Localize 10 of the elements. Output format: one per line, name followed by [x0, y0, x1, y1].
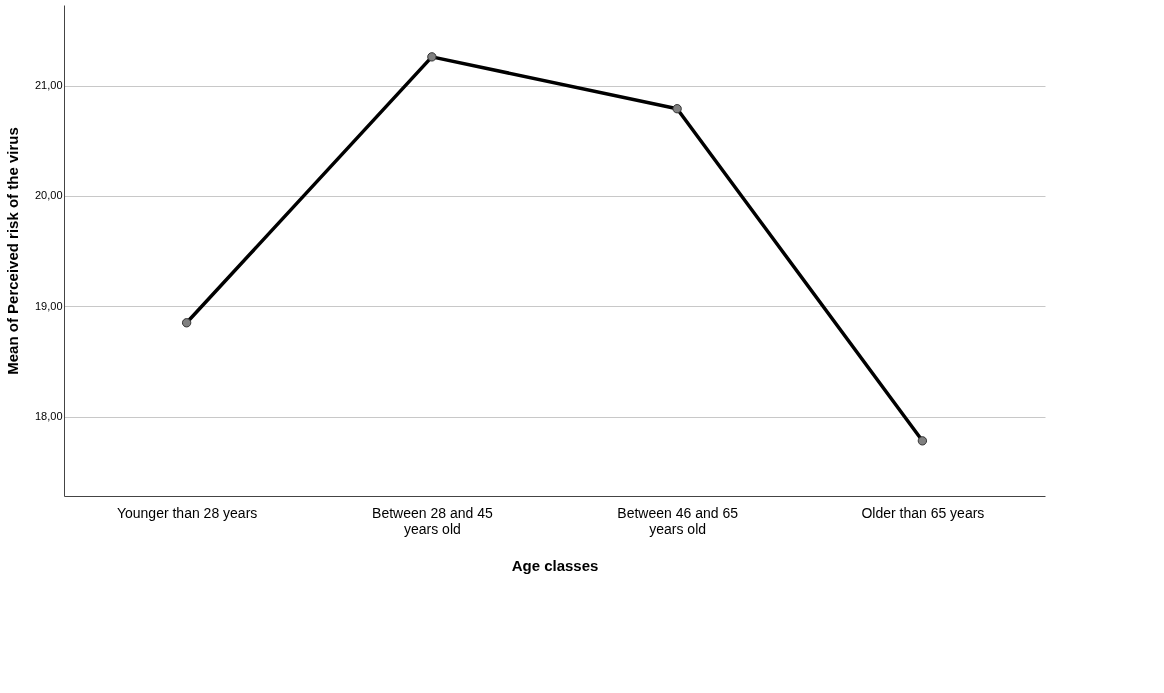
- x-axis-title: Age classes: [511, 556, 599, 574]
- y-tick-label: 21,00: [34, 79, 63, 92]
- y-axis-title: Mean of Perceived risk of the virus: [3, 127, 21, 375]
- y-tick-label: 20,00: [34, 189, 63, 202]
- x-tick-label: Younger than 28 years: [116, 504, 258, 521]
- y-tick-label: 19,00: [34, 299, 63, 312]
- y-tick-label: 18,00: [34, 410, 63, 423]
- x-tick-label: Between 28 and 45 years old: [372, 504, 493, 537]
- x-tick-label: Older than 65 years: [861, 504, 985, 521]
- x-tick-label: Between 46 and 65 years old: [617, 504, 739, 537]
